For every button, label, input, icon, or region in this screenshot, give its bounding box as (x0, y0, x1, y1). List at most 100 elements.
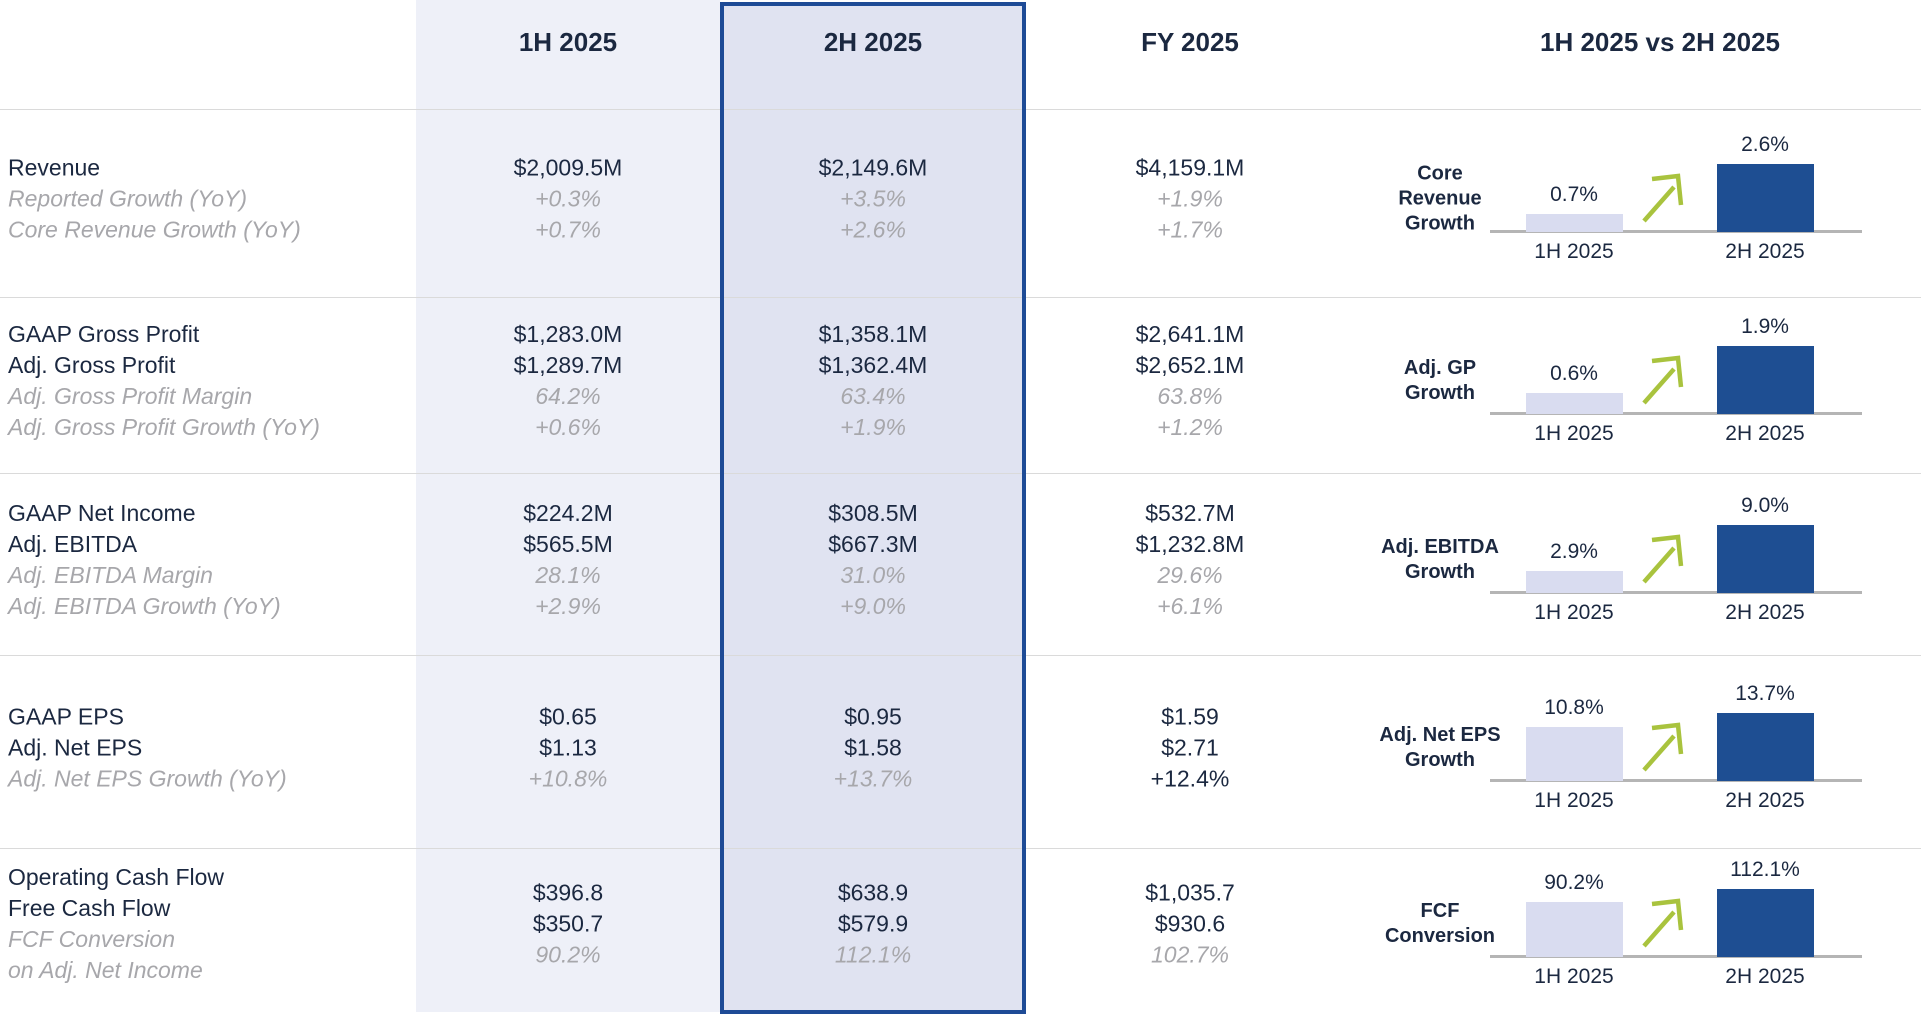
text-line: Adj. Gross Profit Growth (YoY) (8, 414, 320, 440)
row-divider (0, 848, 1921, 849)
metric-labels: GAAP Gross Profit Adj. Gross Profit Adj. G… (8, 319, 408, 443)
chart-metric-label: Core Revenue Growth (1350, 162, 1530, 237)
chart-baseline (1490, 778, 1862, 782)
text-line: +12.4% (1150, 765, 1230, 791)
values-fy: $2,641.1M $2,652.1M 63.8% +1.2% (1058, 319, 1322, 443)
chart-axis-label: 1H 2025 (1534, 240, 1614, 263)
text-line: Growth (1405, 748, 1475, 771)
text-line: FCF (1420, 899, 1460, 922)
text-line: +1.2% (1157, 414, 1223, 440)
text-line: 102.7% (1150, 941, 1229, 967)
chart-value-label: 0.6% (1550, 362, 1598, 385)
text-line: $1.58 (844, 734, 902, 760)
text-line: FCF Conversion (8, 925, 176, 952)
chart-bar-2h (1716, 888, 1814, 957)
chart-value-label: 9.0% (1741, 494, 1789, 517)
text-line: $2,009.5M (513, 154, 623, 181)
text-line: +2.6% (840, 216, 906, 243)
text-line: $224.2M (523, 500, 613, 526)
chart-baseline (1490, 412, 1862, 415)
values-fy: $532.7M $1,232.8M 29.6% +6.1% (1058, 498, 1322, 622)
text-line: 64.2% (535, 383, 601, 409)
text-line: Adj. Gross Profit (8, 352, 176, 378)
metric-labels: GAAP Net Income Adj. EBITDA Adj. EBITDA Ma… (8, 498, 408, 622)
metric-row: GAAP Gross Profit Adj. Gross Profit Adj. G… (0, 297, 1921, 473)
text-line: Growth (1405, 212, 1475, 235)
text-line: $1,358.1M (818, 321, 928, 347)
growth-arrow-icon (1638, 168, 1688, 231)
text-line: Adj. Net EPS (1379, 723, 1501, 746)
metric-row: GAAP EPS Adj. Net EPS Adj. Net EPS Growth … (0, 655, 1921, 848)
mini-bar-chart: 2.9% 1H 2025 9.0% 2H 2025 (1490, 489, 1862, 639)
column-highlight-1h (416, 0, 720, 1012)
text-line: 63.8% (1157, 383, 1223, 409)
text-line: GAAP Gross Profit (8, 321, 200, 347)
text-line: +10.8% (528, 765, 608, 791)
text-line: $2,641.1M (1135, 321, 1245, 347)
text-line: $350.7 (532, 910, 604, 936)
text-line: +1.9% (1157, 185, 1223, 212)
metric-row: GAAP Net Income Adj. EBITDA Adj. EBITDA Ma… (0, 473, 1921, 655)
text-line: $1.13 (539, 734, 597, 760)
values-1h: $0.65 $1.13 +10.8% (416, 701, 720, 794)
chart-axis-label: 2H 2025 (1725, 964, 1805, 988)
values-fy: $1,035.7 $930.6 102.7% (1058, 877, 1322, 970)
text-line: +9.0% (840, 593, 906, 619)
metric-labels: Operating Cash Flow Free Cash Flow FCF Con… (8, 862, 408, 986)
text-line: $2.71 (1161, 734, 1219, 760)
chart-metric-label: Adj. EBITDA Growth (1350, 535, 1530, 585)
chart-axis-label: 1H 2025 (1534, 601, 1614, 624)
values-fy: $4,159.1M +1.9% +1.7% (1058, 153, 1322, 246)
text-line: $1,289.7M (513, 352, 623, 378)
mini-bar-chart: 0.7% 1H 2025 2.6% 2H 2025 (1490, 128, 1862, 278)
text-line: +13.7% (833, 765, 913, 791)
text-line: $0.95 (844, 703, 902, 729)
text-line: 31.0% (840, 562, 906, 588)
chart-bar-1h (1525, 901, 1623, 957)
text-line: $1,362.4M (818, 352, 928, 378)
text-line: $0.65 (539, 703, 597, 729)
column-highlight-2h-border (720, 2, 1026, 1014)
chart-bar-2h (1716, 712, 1814, 781)
row-divider (0, 473, 1921, 474)
chart-value-label: 2.9% (1550, 540, 1598, 563)
text-line: Core Revenue Growth (YoY) (8, 216, 301, 243)
growth-arrow-icon (1638, 529, 1688, 592)
row-divider (0, 297, 1921, 298)
chart-axis-label: 1H 2025 (1534, 964, 1614, 988)
values-1h: $396.8 $350.7 90.2% (416, 877, 720, 970)
metric-row: Revenue Reported Growth (YoY) Core Revenue… (0, 109, 1921, 297)
text-line: $1.59 (1161, 703, 1219, 729)
text-line: 29.6% (1157, 562, 1223, 588)
text-line: $579.9 (837, 910, 909, 936)
chart-value-label: 2.6% (1741, 133, 1789, 156)
values-2h: $0.95 $1.58 +13.7% (720, 701, 1026, 794)
text-line: $565.5M (523, 531, 613, 557)
text-line: GAAP EPS (8, 703, 124, 729)
chart-axis-label: 1H 2025 (1534, 422, 1614, 445)
text-line: Reported Growth (YoY) (8, 185, 248, 212)
text-line: +3.5% (840, 185, 906, 212)
values-1h: $1,283.0M $1,289.7M 64.2% +0.6% (416, 319, 720, 443)
text-line: Growth (1405, 382, 1475, 404)
text-line: $532.7M (1145, 500, 1235, 526)
chart-value-label: 0.7% (1550, 183, 1598, 206)
chart-axis-label: 2H 2025 (1725, 601, 1805, 624)
column-header-fy: FY 2025 (1141, 27, 1239, 57)
chart-bar-1h (1525, 214, 1623, 232)
chart-value-label: 112.1% (1730, 857, 1800, 881)
mini-bar-chart: 90.2% 1H 2025 112.1% 2H 2025 (1490, 853, 1862, 1003)
text-line: Adj. Gross Profit Margin (8, 383, 253, 409)
chart-metric-label: Adj. GP Growth (1350, 356, 1530, 406)
text-line: Adj. Net EPS (8, 734, 143, 760)
text-line: +6.1% (1157, 593, 1223, 619)
chart-bar-2h (1716, 525, 1814, 593)
text-line: $4,159.1M (1135, 154, 1245, 181)
chart-bar-1h (1525, 393, 1623, 414)
text-line: Revenue (1398, 187, 1482, 210)
text-line: 28.1% (535, 562, 601, 588)
column-header-2h: 2H 2025 (823, 27, 923, 57)
text-line: Conversion (1384, 924, 1496, 947)
metric-row: Operating Cash Flow Free Cash Flow FCF Con… (0, 848, 1921, 1007)
text-line: $2,149.6M (818, 154, 928, 181)
